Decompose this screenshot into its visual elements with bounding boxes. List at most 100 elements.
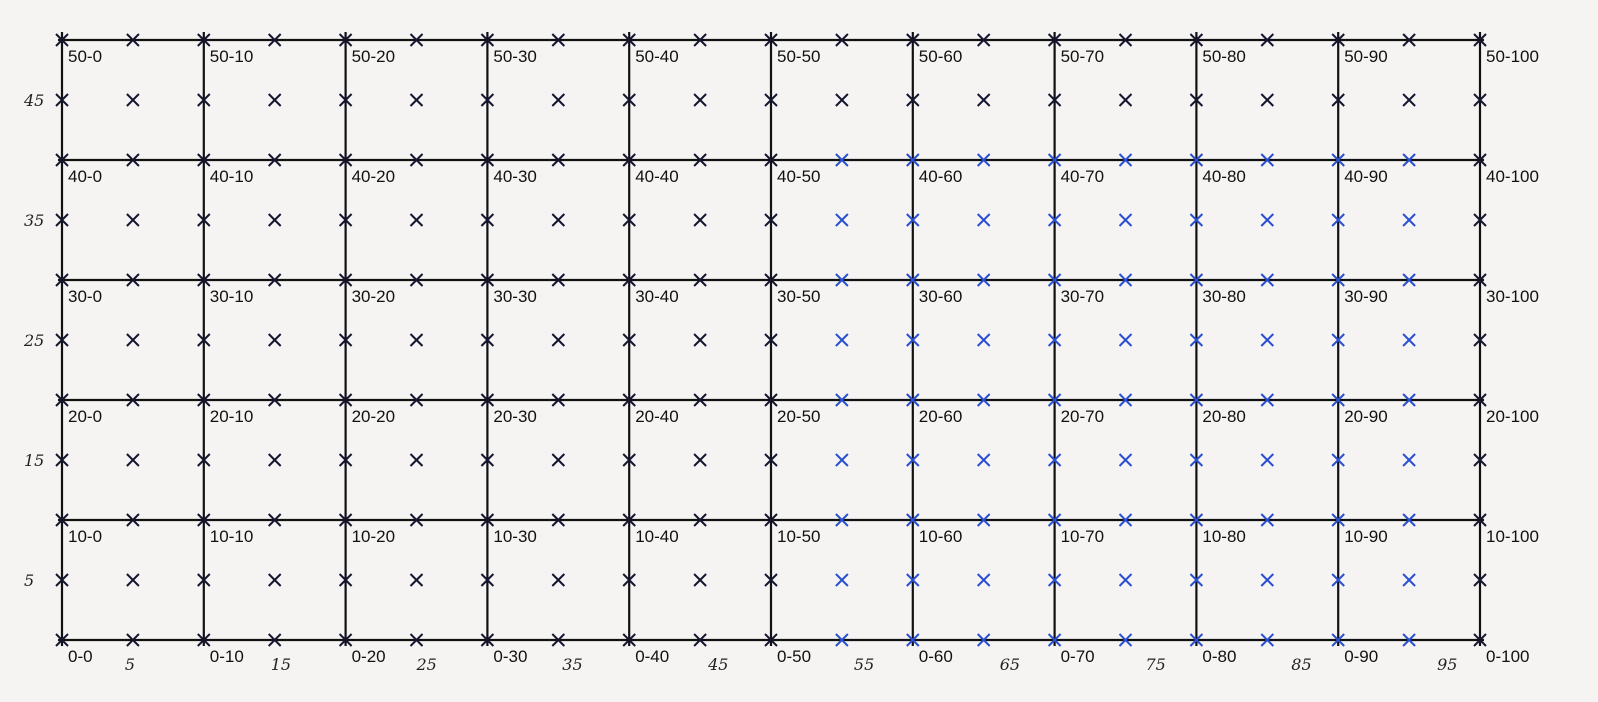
cross-mark	[480, 213, 495, 227]
cross-mark	[1260, 393, 1275, 407]
cross-mark	[1402, 273, 1416, 287]
cross-mark	[835, 633, 849, 647]
cross-mark	[764, 93, 778, 107]
cross-mark	[693, 513, 707, 527]
cross-mark	[1331, 33, 1345, 47]
cross-mark	[1331, 273, 1345, 287]
cross-mark	[197, 213, 211, 227]
cross-mark	[197, 513, 211, 527]
cross-mark	[338, 333, 353, 347]
cross-mark	[764, 213, 778, 227]
cross-mark	[55, 33, 69, 47]
cross-mark	[1118, 453, 1133, 467]
cross-mark	[1189, 333, 1204, 347]
cross-mark	[1189, 153, 1204, 167]
cross-mark	[906, 273, 920, 287]
cross-mark	[622, 153, 636, 167]
cross-mark	[1260, 333, 1275, 347]
cross-mark	[55, 213, 69, 227]
node-label: 40-40	[635, 167, 678, 186]
cross-mark	[126, 153, 140, 167]
cross-mark	[1047, 633, 1062, 647]
cross-mark	[764, 573, 778, 587]
node-label: 20-90	[1344, 407, 1387, 426]
cross-mark	[267, 393, 282, 407]
cross-mark	[764, 513, 778, 527]
node-label: 30-100	[1486, 287, 1539, 306]
node-label: 50-40	[635, 47, 678, 66]
node-label: 10-30	[493, 527, 536, 546]
column-mid-label: 65	[1000, 655, 1020, 674]
cross-mark	[1047, 513, 1062, 527]
column-mid-label: 45	[707, 655, 728, 674]
cross-mark	[197, 273, 211, 287]
cross-mark	[1402, 93, 1416, 107]
node-label: 30-20	[352, 287, 395, 306]
cross-mark	[1473, 333, 1487, 347]
cross-mark	[409, 153, 424, 167]
cross-mark	[267, 453, 282, 467]
cross-mark	[976, 153, 991, 167]
cross-mark	[1047, 453, 1062, 467]
cross-mark	[267, 273, 282, 287]
node-label: 40-60	[919, 167, 962, 186]
node-label: 0-20	[352, 647, 386, 666]
node-label: 40-10	[210, 167, 253, 186]
row-mid-label: 45	[23, 91, 44, 110]
cross-mark	[1402, 333, 1416, 347]
cross-mark	[1260, 273, 1275, 287]
cross-mark	[1047, 573, 1062, 587]
cross-mark	[551, 333, 566, 347]
node-label: 40-30	[493, 167, 536, 186]
cross-mark	[55, 393, 69, 407]
cross-mark	[338, 33, 353, 47]
cross-mark	[1118, 393, 1133, 407]
node-label: 10-80	[1202, 527, 1245, 546]
cross-mark	[409, 393, 424, 407]
node-label: 50-100	[1486, 47, 1539, 66]
row-mid-label: 25	[23, 331, 44, 350]
cross-mark	[126, 633, 140, 647]
node-label: 20-10	[210, 407, 253, 426]
node-label: 0-90	[1344, 647, 1378, 666]
node-label: 20-60	[919, 407, 962, 426]
node-label: 20-70	[1061, 407, 1104, 426]
node-label: 50-50	[777, 47, 820, 66]
cross-mark	[906, 393, 920, 407]
cross-mark	[835, 453, 849, 467]
cross-mark	[1047, 93, 1062, 107]
cross-mark	[1473, 213, 1487, 227]
cross-mark	[338, 213, 353, 227]
cross-mark	[622, 33, 636, 47]
cross-mark	[976, 273, 991, 287]
node-label: 10-0	[68, 527, 102, 546]
cross-mark	[1118, 33, 1133, 47]
row-mid-label: 15	[24, 451, 44, 470]
cross-mark	[693, 333, 707, 347]
cross-mark	[906, 153, 920, 167]
node-label: 30-10	[210, 287, 253, 306]
cross-mark	[1047, 393, 1062, 407]
cross-mark	[1402, 33, 1416, 47]
cross-mark	[622, 213, 636, 227]
node-label: 0-70	[1061, 647, 1095, 666]
cross-mark	[551, 93, 566, 107]
cross-mark	[693, 393, 707, 407]
cross-mark	[976, 393, 991, 407]
cross-mark	[480, 273, 495, 287]
cross-mark	[126, 33, 140, 47]
cross-mark	[1402, 633, 1416, 647]
cross-mark	[1402, 153, 1416, 167]
cross-mark	[1047, 333, 1062, 347]
cross-mark	[338, 513, 353, 527]
cross-mark	[551, 633, 566, 647]
cross-mark	[551, 33, 566, 47]
cross-mark	[551, 513, 566, 527]
cross-mark	[1402, 213, 1416, 227]
cross-mark	[906, 573, 920, 587]
column-mid-label: 55	[854, 655, 874, 674]
cross-mark	[55, 573, 69, 587]
cross-mark	[976, 333, 991, 347]
node-label: 0-60	[919, 647, 953, 666]
cross-mark	[197, 633, 211, 647]
